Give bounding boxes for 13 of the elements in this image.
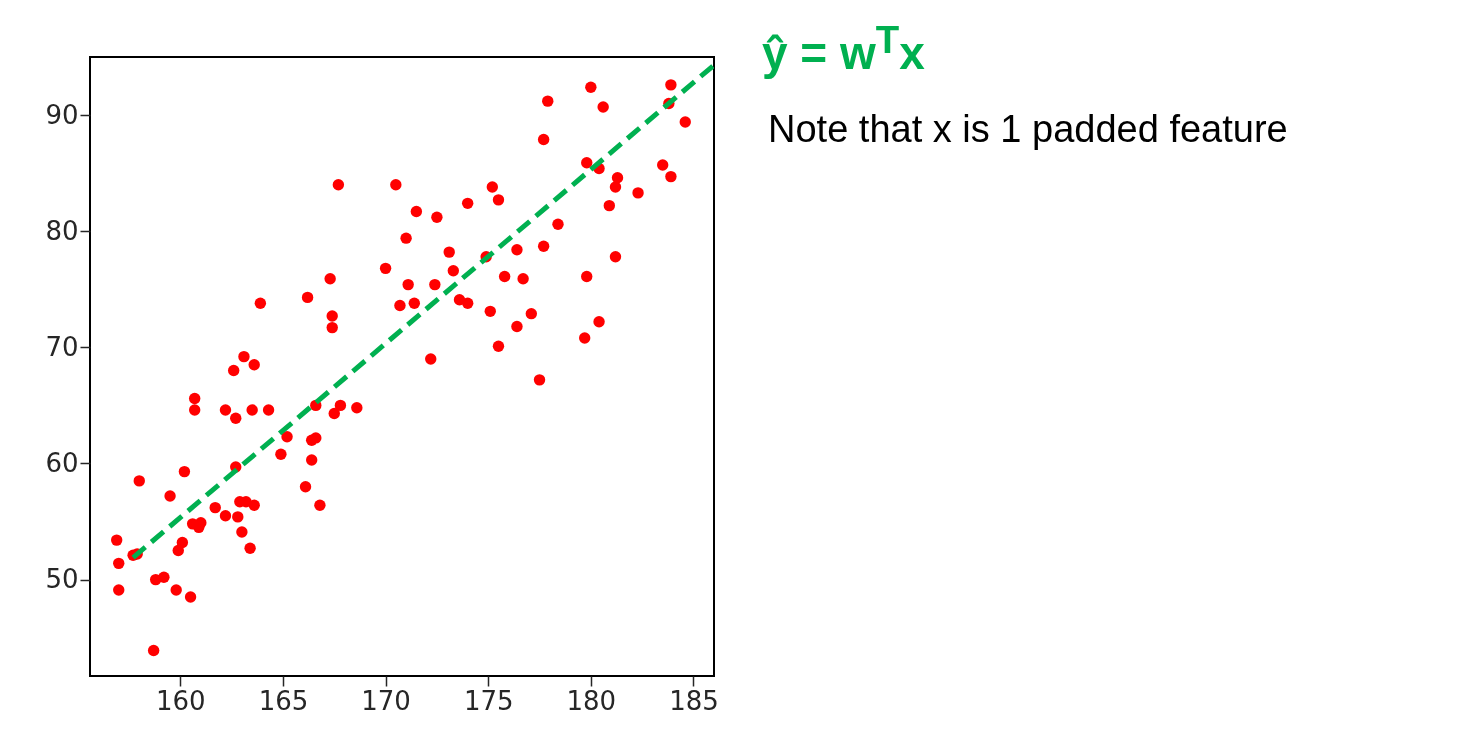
x-tick-label: 185 bbox=[669, 685, 719, 716]
x-tick-label: 165 bbox=[258, 685, 309, 716]
series-label: ŷ = w$^{T}$x bbox=[762, 18, 925, 81]
y-tick-label: 80 bbox=[45, 215, 79, 246]
x-tick-label: 170 bbox=[361, 685, 411, 716]
x-tick-label: 175 bbox=[463, 685, 514, 716]
y-tick-label: 70 bbox=[45, 331, 79, 362]
x-tick-label: 180 bbox=[566, 685, 617, 716]
y-tick-label: 90 bbox=[45, 99, 79, 130]
y-tick-label: 60 bbox=[45, 447, 79, 478]
y-tick-label: 50 bbox=[45, 564, 79, 595]
text: Note that x is 1 padded feature bbox=[768, 108, 1288, 151]
x-tick-label: 160 bbox=[156, 685, 206, 716]
